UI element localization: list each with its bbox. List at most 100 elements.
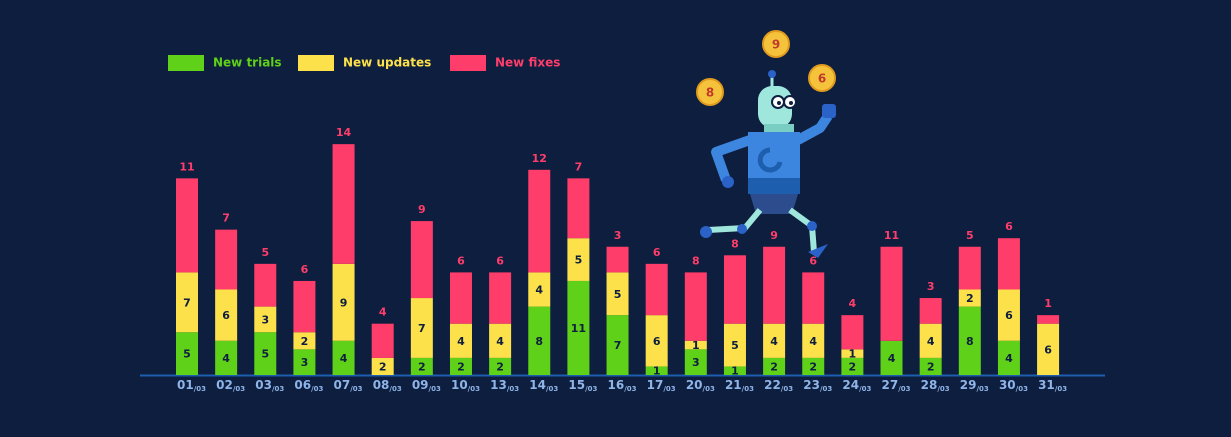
bar-segment <box>528 272 551 307</box>
data-label: 4 <box>340 352 348 365</box>
data-label: 6 <box>222 309 230 322</box>
bar-segment <box>763 323 786 358</box>
x-tick-label: 09/03 <box>412 378 441 394</box>
data-label: 2 <box>418 360 426 373</box>
data-label: 6 <box>1005 220 1013 233</box>
bar-segment <box>293 332 316 350</box>
data-label: 4 <box>496 335 504 348</box>
data-label: 6 <box>653 335 661 348</box>
bar-segment <box>723 323 746 367</box>
data-label: 4 <box>888 352 896 365</box>
bar-segment <box>997 238 1020 290</box>
bar-segment <box>919 298 942 324</box>
data-label: 2 <box>849 360 857 373</box>
x-tick-label: 08/03 <box>373 378 402 394</box>
bar-segment <box>449 323 472 358</box>
x-tick-label: 22/03 <box>764 378 793 394</box>
bar-segment <box>958 306 981 375</box>
bar-segment <box>215 340 238 375</box>
bar-segment <box>567 178 590 239</box>
bar-segment <box>763 357 786 375</box>
data-label: 2 <box>379 360 387 373</box>
bar-segment <box>684 349 707 375</box>
data-label: 9 <box>770 229 778 242</box>
bar-segment <box>606 246 629 273</box>
bar-segment <box>997 340 1020 375</box>
legend-swatch <box>298 55 334 71</box>
data-label: 7 <box>575 160 583 173</box>
bar-segment <box>1037 315 1060 324</box>
data-label: 5 <box>731 339 739 352</box>
bar-segment <box>841 349 864 358</box>
x-tick-label: 24/03 <box>842 378 871 394</box>
x-tick-label: 31/03 <box>1038 378 1067 394</box>
data-label: 6 <box>457 254 465 267</box>
data-label: 3 <box>692 356 700 369</box>
bar-segment <box>332 340 355 375</box>
data-label: 6 <box>301 263 309 276</box>
data-label: 4 <box>535 284 543 297</box>
bar-segment <box>489 357 512 375</box>
bar-segment <box>293 280 316 333</box>
bar-segment <box>880 340 903 375</box>
bar-segment <box>254 332 277 375</box>
data-label: 7 <box>418 322 426 335</box>
data-label: 3 <box>614 229 622 242</box>
data-label: 8 <box>692 254 700 267</box>
bar-segment <box>293 349 316 375</box>
bar-segment <box>410 357 433 375</box>
data-label: 5 <box>966 229 974 242</box>
x-tick-label: 14/03 <box>529 378 558 394</box>
data-label: 4 <box>222 352 230 365</box>
data-label: 6 <box>1005 309 1013 322</box>
data-label: 8 <box>535 335 543 348</box>
data-label: 9 <box>418 203 426 216</box>
x-tick-label: 28/03 <box>921 378 950 394</box>
bar-segment <box>684 340 707 350</box>
bar-segment <box>645 263 668 316</box>
bar-segment <box>958 289 981 307</box>
data-label: 5 <box>575 254 583 267</box>
data-label: 1 <box>1044 297 1052 310</box>
bar-segment <box>176 332 198 375</box>
data-label: 11 <box>884 229 899 242</box>
data-label: 4 <box>809 335 817 348</box>
bar-segment <box>919 323 942 358</box>
bar-segment <box>410 221 433 299</box>
bar-segment <box>371 357 394 375</box>
x-tick-label: 30/03 <box>999 378 1028 394</box>
x-tick-label: 21/03 <box>725 378 754 394</box>
x-tick-label: 10/03 <box>451 378 480 394</box>
x-tick-label: 13/03 <box>490 378 519 394</box>
data-label: 3 <box>301 356 309 369</box>
data-label: 14 <box>336 126 352 139</box>
x-tick-label: 15/03 <box>568 378 597 394</box>
bar-segment <box>802 272 825 324</box>
data-label: 3 <box>927 280 935 293</box>
x-tick-label: 06/03 <box>294 378 323 394</box>
bar-segment <box>1037 323 1060 375</box>
data-label: 6 <box>809 254 817 267</box>
x-tick-label: 17/03 <box>647 378 676 394</box>
bar-segment <box>606 315 629 375</box>
bar-segment <box>723 366 746 375</box>
legend-swatch <box>450 55 486 71</box>
bar-segment <box>997 289 1020 341</box>
legend: New trials New updates New fixes <box>168 55 560 71</box>
bar-segment <box>567 280 590 375</box>
bar-segment <box>684 272 707 341</box>
bar-segment <box>332 144 355 264</box>
data-label: 7 <box>183 296 191 309</box>
x-tick-label: 07/03 <box>334 378 363 394</box>
bar-segment <box>489 323 512 358</box>
coin: 6 <box>808 64 836 92</box>
data-label: 4 <box>849 297 857 310</box>
coin: 9 <box>762 30 790 58</box>
data-label: 12 <box>532 152 547 165</box>
x-tick-label: 23/03 <box>803 378 832 394</box>
bar-segment <box>802 323 825 358</box>
data-label: 1 <box>731 365 739 378</box>
legend-label: New fixes <box>495 56 560 70</box>
data-label: 7 <box>222 212 230 225</box>
